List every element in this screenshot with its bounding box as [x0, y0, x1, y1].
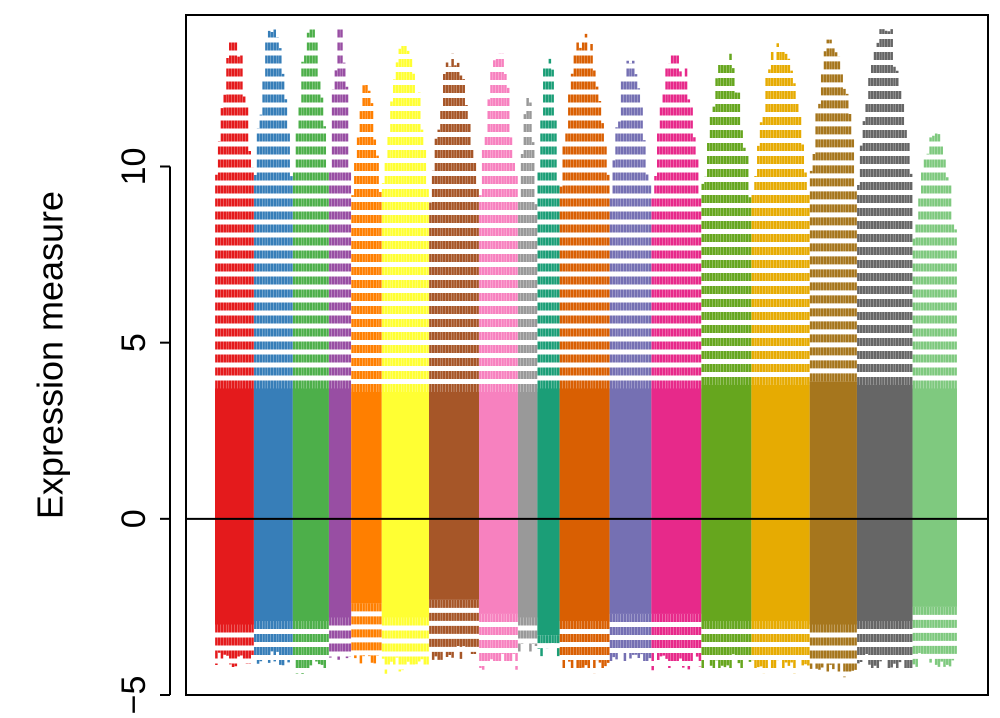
iqr-box-7	[428, 391, 480, 600]
iqr-box-18	[912, 388, 957, 607]
box-group-10	[537, 58, 560, 659]
iqr-box-1	[215, 388, 254, 625]
iqr-box-6	[381, 391, 429, 618]
y-axis-title: Expression measure	[30, 191, 71, 519]
box-group-12	[609, 60, 652, 665]
box-group-9	[517, 96, 538, 654]
box-group-8	[479, 53, 518, 670]
box-group-2	[253, 29, 293, 666]
iqr-box-14	[701, 384, 752, 622]
iqr-box-12	[609, 388, 652, 614]
iqr-box-4	[328, 388, 352, 618]
iqr-box-16	[809, 381, 857, 625]
iqr-box-5	[351, 391, 382, 604]
box-group-3	[292, 25, 329, 674]
iqr-box-10	[537, 388, 560, 636]
box-group-18	[912, 131, 957, 670]
iqr-box-15	[751, 384, 810, 622]
box-group-4	[328, 29, 352, 660]
iqr-box-13	[651, 388, 702, 614]
box-group-15	[751, 43, 810, 674]
y-axis: −5 0 5 10	[115, 148, 171, 715]
iqr-box-11	[559, 388, 610, 622]
iqr-box-2	[253, 388, 293, 622]
box-group-11	[559, 33, 610, 674]
box-group-1	[215, 39, 254, 667]
iqr-box-9	[517, 391, 538, 618]
box-group-17	[856, 29, 913, 671]
plot-frame	[185, 14, 989, 696]
box-group-6	[381, 43, 429, 674]
iqr-box-17	[856, 384, 913, 622]
y-tick-label: 5	[115, 333, 153, 352]
box-group-14	[701, 53, 752, 670]
y-tick-label: 0	[115, 509, 153, 528]
plot-area	[215, 25, 957, 678]
iqr-box-3	[292, 388, 329, 622]
y-tick-label: −5	[115, 676, 153, 715]
box-group-16	[809, 39, 857, 678]
box-group-5	[351, 83, 382, 667]
box-group-13	[651, 53, 702, 671]
y-tick-label: 10	[115, 148, 153, 186]
iqr-box-8	[479, 391, 518, 614]
box-group-7	[428, 53, 480, 664]
